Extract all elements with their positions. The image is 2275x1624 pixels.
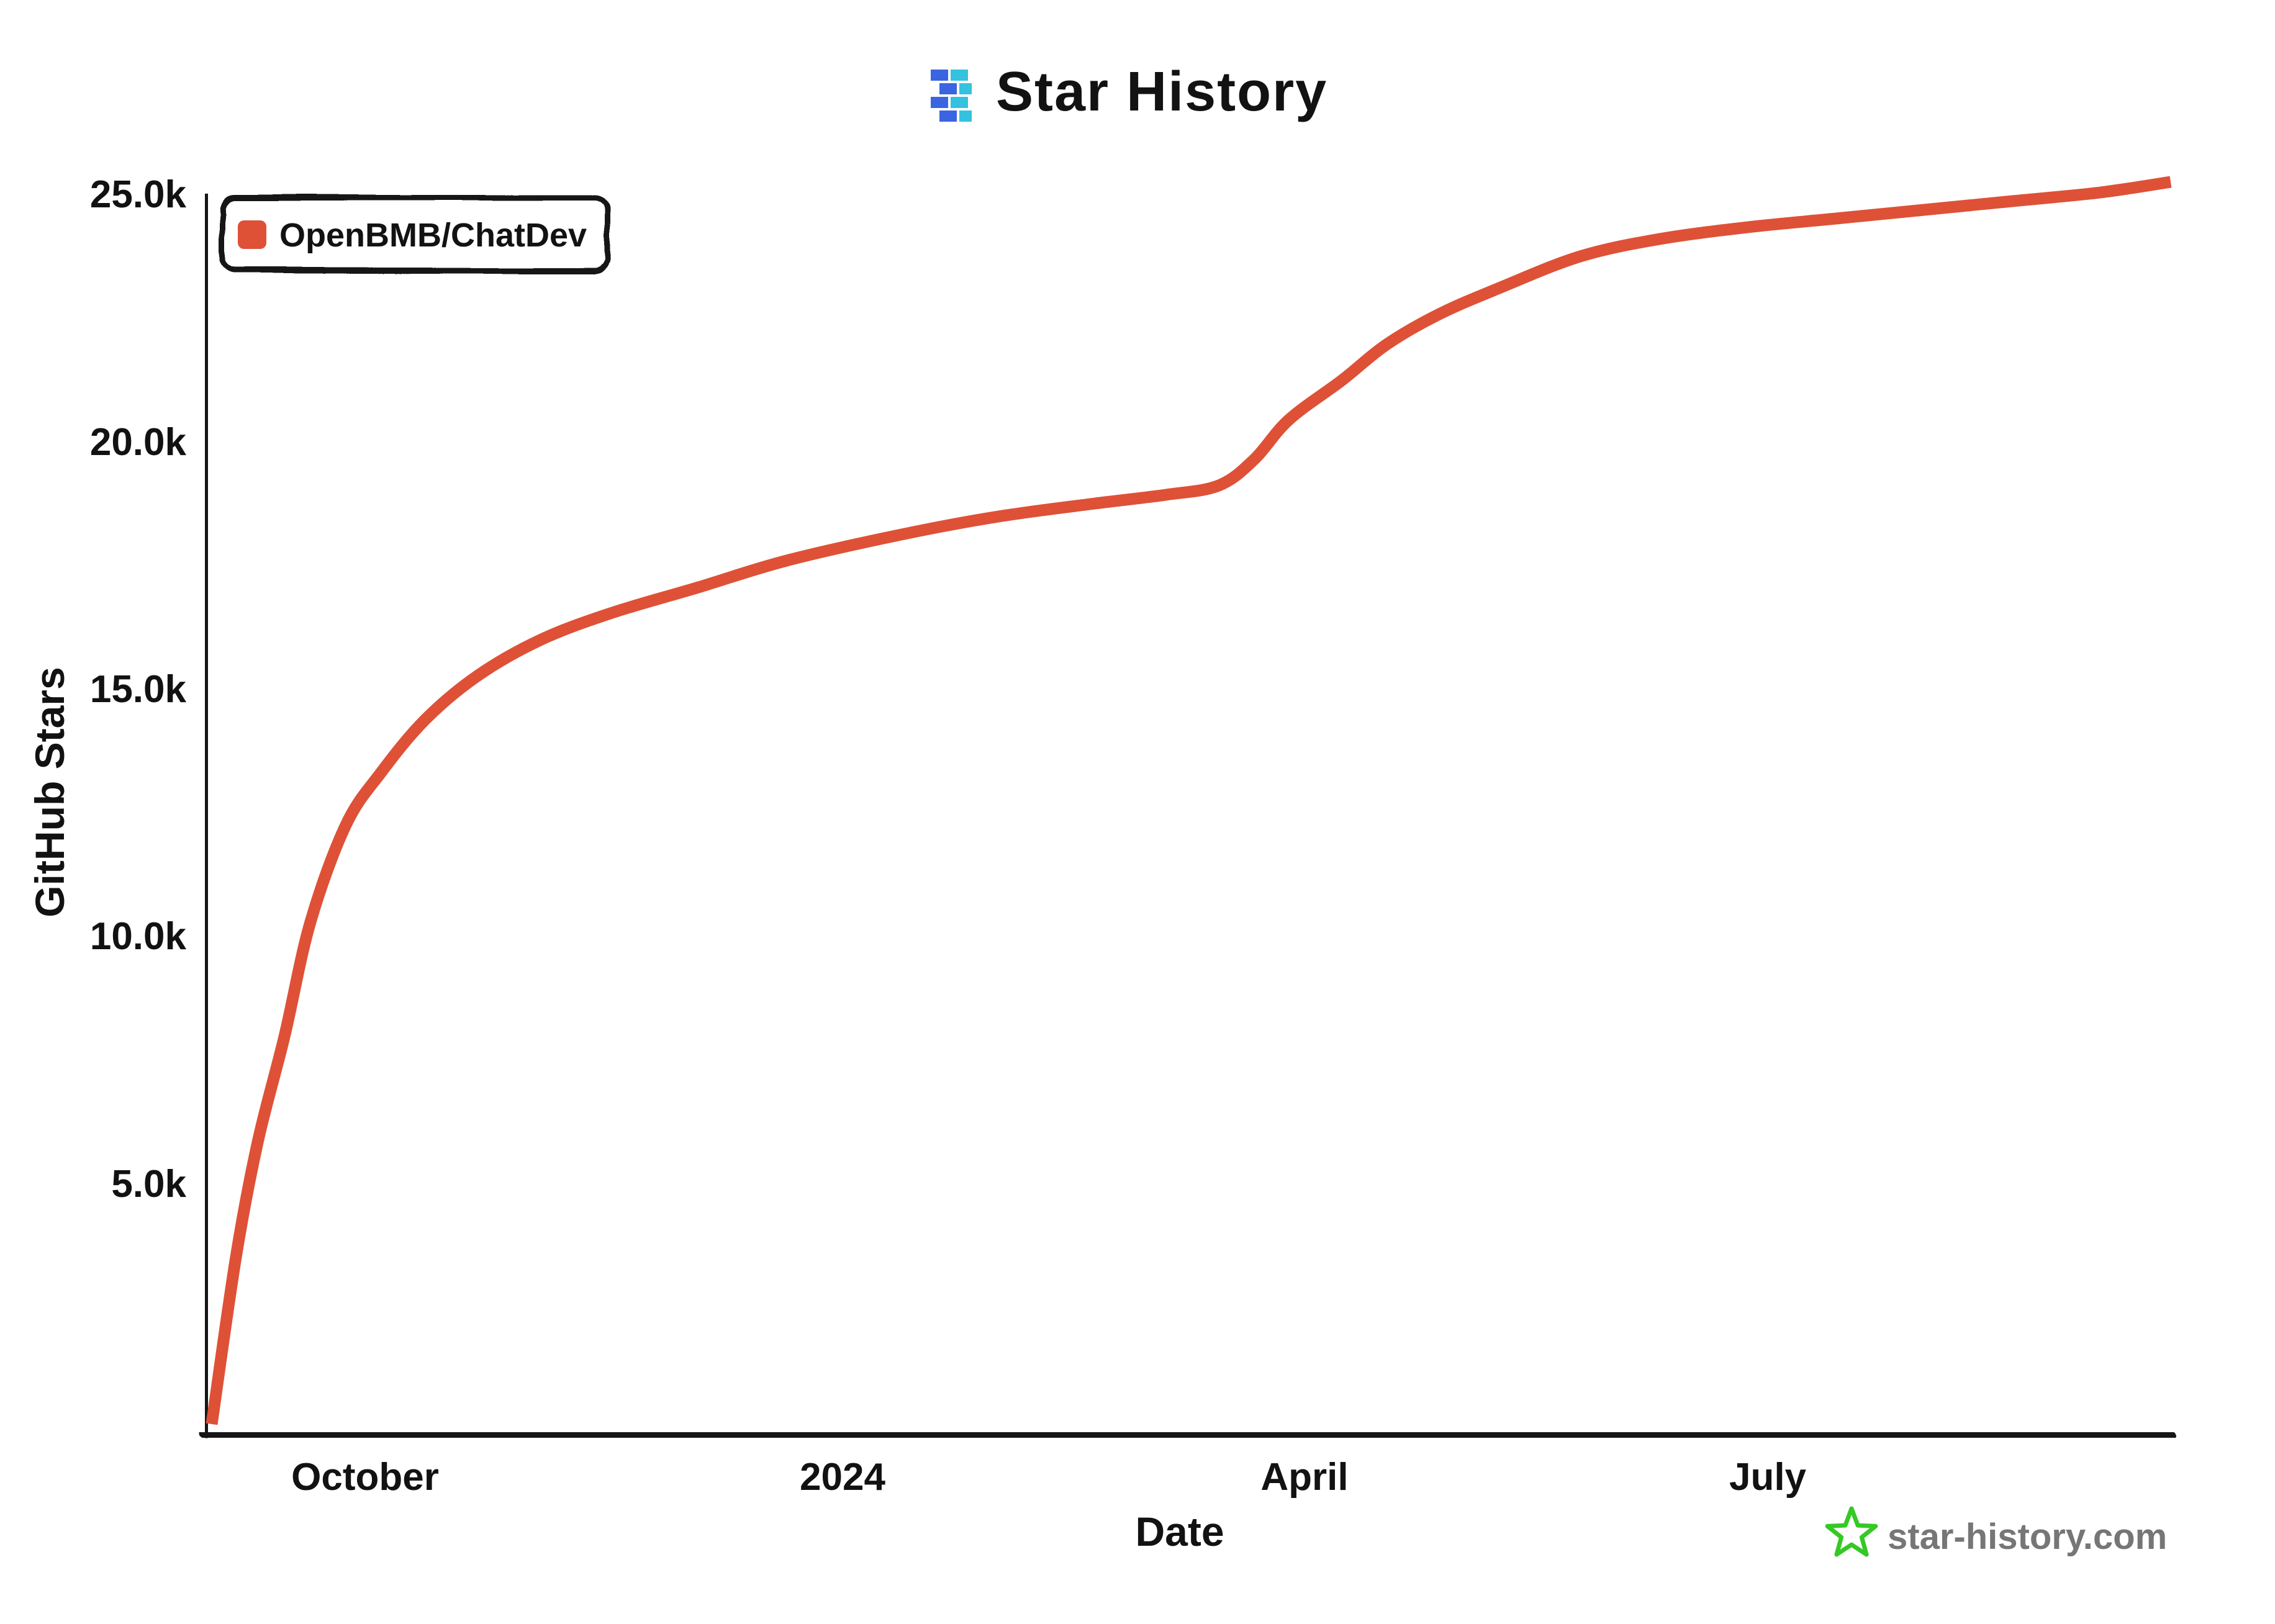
svg-text:Date: Date (1135, 1509, 1224, 1554)
svg-text:20.0k: 20.0k (90, 421, 187, 464)
svg-text:2024: 2024 (800, 1456, 885, 1499)
svg-text:GitHub Stars: GitHub Stars (27, 667, 73, 917)
svg-text:OpenBMB/ChatDev: OpenBMB/ChatDev (279, 217, 587, 254)
svg-text:July: July (1729, 1456, 1807, 1499)
svg-text:10.0k: 10.0k (90, 915, 187, 958)
svg-text:October: October (291, 1456, 439, 1499)
svg-text:25.0k: 25.0k (90, 173, 187, 216)
svg-text:Star History: Star History (996, 61, 1327, 123)
svg-text:15.0k: 15.0k (90, 668, 187, 711)
svg-text:5.0k: 5.0k (111, 1163, 186, 1206)
svg-text:star-history.com: star-history.com (1888, 1517, 2167, 1557)
svg-text:April: April (1260, 1456, 1348, 1499)
